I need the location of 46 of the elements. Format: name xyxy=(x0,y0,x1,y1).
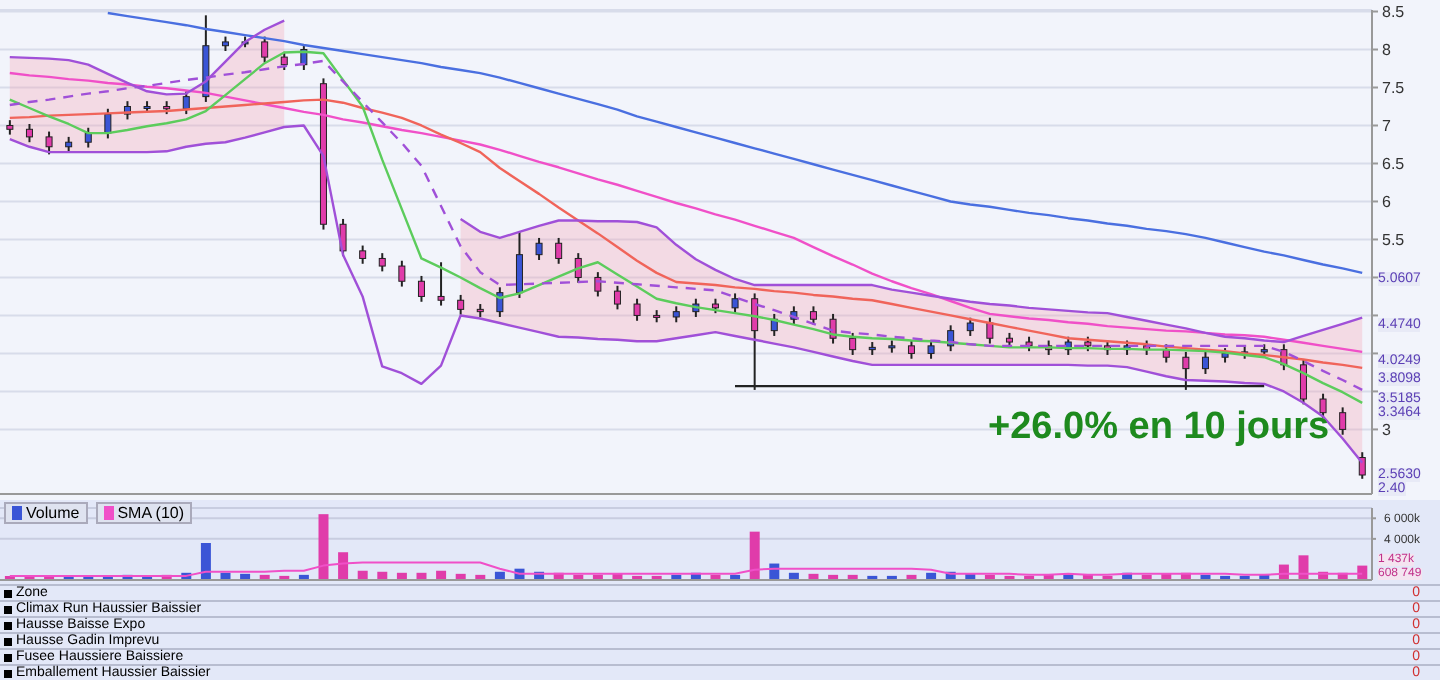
candlestick xyxy=(731,292,739,315)
legend-label: SMA (10) xyxy=(95,502,193,524)
bar xyxy=(338,552,349,580)
candlestick xyxy=(417,274,425,303)
candlestick xyxy=(535,236,543,261)
bar xyxy=(749,531,760,580)
y-tick-label: 5.5 xyxy=(1382,231,1406,250)
y-tick-label: 8.5 xyxy=(1382,3,1406,22)
line-series xyxy=(8,561,1364,577)
candlestick xyxy=(986,316,994,345)
candlestick xyxy=(809,305,817,326)
candlestick xyxy=(594,271,602,298)
candlestick xyxy=(457,293,465,316)
legend-label: Volume xyxy=(4,502,88,524)
candlestick xyxy=(378,252,386,273)
candlestick xyxy=(437,261,445,307)
candlestick xyxy=(25,122,33,144)
candlestick xyxy=(359,244,367,265)
candlestick xyxy=(1358,451,1366,480)
bar xyxy=(200,542,211,580)
candlestick xyxy=(280,50,288,72)
candlestick xyxy=(398,259,406,288)
candlestick xyxy=(927,339,935,360)
candlestick xyxy=(45,130,53,156)
y-tick-label: 7 xyxy=(1382,117,1392,136)
candlestick xyxy=(84,126,92,149)
y-tick-label: 3 xyxy=(1382,421,1392,440)
candlestick xyxy=(515,230,523,299)
candlestick xyxy=(613,284,621,311)
candlestick xyxy=(633,297,641,322)
candlestick xyxy=(1339,406,1347,436)
candlestick xyxy=(907,339,915,360)
line-series xyxy=(106,11,1364,275)
bar xyxy=(318,514,329,580)
y-tick-label: 6 xyxy=(1382,193,1392,212)
candlestick xyxy=(261,35,269,64)
candlestick xyxy=(1201,350,1209,375)
y-tick-label: 6.5 xyxy=(1382,155,1406,174)
candlestick xyxy=(555,236,563,265)
candlestick xyxy=(104,107,112,140)
candlestick xyxy=(849,331,857,356)
y-tick-label: 7.5 xyxy=(1382,79,1406,98)
annotation: +26.0% en 10 jours xyxy=(988,406,1330,450)
candlestick xyxy=(496,286,504,318)
candlestick xyxy=(966,316,974,337)
y-tick-label: 8 xyxy=(1382,41,1392,60)
